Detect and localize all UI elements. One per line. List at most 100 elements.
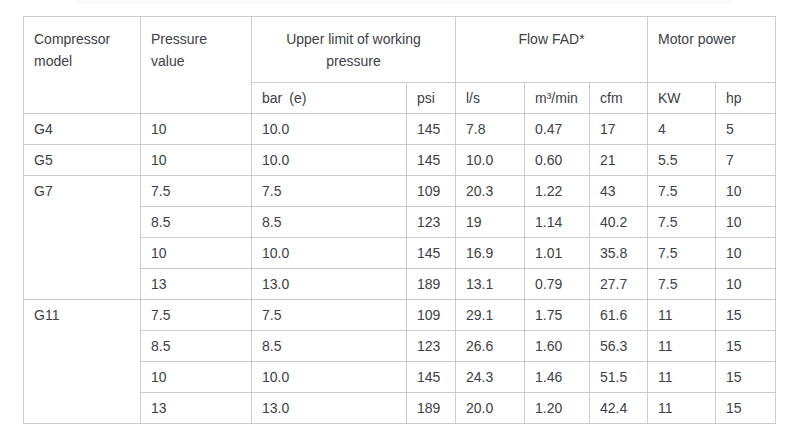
table-row-g7-1: G7 7.5 7.5 109 20.3 1.22 43 7.5 10 (24, 176, 776, 207)
header-pressure-value: Pressure value (141, 17, 252, 114)
cell-psi: 123 (407, 331, 456, 362)
header-psi: psi (407, 83, 456, 114)
cell-bar: 7.5 (252, 300, 407, 331)
header-flow-fad: Flow FAD* (456, 17, 648, 83)
cell-psi: 189 (407, 393, 456, 424)
compressor-spec-table: Compressor model Pressure value Upper li… (23, 16, 776, 424)
cell-hp: 15 (716, 362, 776, 393)
cell-m3min: 1.46 (525, 362, 590, 393)
cell-hp: 10 (716, 207, 776, 238)
cell-pressure: 7.5 (141, 300, 252, 331)
header-compressor-model: Compressor model (24, 17, 141, 114)
cell-psi: 145 (407, 114, 456, 145)
cell-bar: 7.5 (252, 176, 407, 207)
cell-cfm: 56.3 (590, 331, 648, 362)
top-edge-artifact (75, 0, 730, 4)
cell-model: G7 (24, 176, 141, 300)
header-ls: l/s (456, 83, 525, 114)
cell-kw: 11 (648, 300, 716, 331)
cell-cfm: 40.2 (590, 207, 648, 238)
cell-psi: 123 (407, 207, 456, 238)
cell-m3min: 1.22 (525, 176, 590, 207)
cell-bar: 8.5 (252, 331, 407, 362)
cell-ls: 24.3 (456, 362, 525, 393)
cell-psi: 145 (407, 145, 456, 176)
cell-m3min: 0.47 (525, 114, 590, 145)
cell-psi: 109 (407, 176, 456, 207)
cell-hp: 10 (716, 176, 776, 207)
cell-pressure: 7.5 (141, 176, 252, 207)
cell-kw: 7.5 (648, 238, 716, 269)
table-row-g11-1: G11 7.5 7.5 109 29.1 1.75 61.6 11 15 (24, 300, 776, 331)
cell-bar: 10.0 (252, 238, 407, 269)
header-bar-e: bar (e) (252, 83, 407, 114)
cell-ls: 7.8 (456, 114, 525, 145)
cell-kw: 7.5 (648, 207, 716, 238)
cell-psi: 145 (407, 362, 456, 393)
cell-kw: 7.5 (648, 176, 716, 207)
cell-kw: 4 (648, 114, 716, 145)
cell-psi: 109 (407, 300, 456, 331)
cell-kw: 5.5 (648, 145, 716, 176)
cell-model: G5 (24, 145, 141, 176)
cell-m3min: 0.79 (525, 269, 590, 300)
cell-cfm: 17 (590, 114, 648, 145)
cell-pressure: 10 (141, 145, 252, 176)
cell-kw: 11 (648, 393, 716, 424)
cell-kw: 11 (648, 331, 716, 362)
cell-bar: 13.0 (252, 269, 407, 300)
cell-m3min: 0.60 (525, 145, 590, 176)
cell-cfm: 35.8 (590, 238, 648, 269)
cell-bar: 10.0 (252, 145, 407, 176)
cell-pressure: 13 (141, 393, 252, 424)
cell-psi: 189 (407, 269, 456, 300)
table-row-g5: G5 10 10.0 145 10.0 0.60 21 5.5 7 (24, 145, 776, 176)
cell-model: G4 (24, 114, 141, 145)
cell-ls: 29.1 (456, 300, 525, 331)
header-kw: KW (648, 83, 716, 114)
cell-psi: 145 (407, 238, 456, 269)
cell-kw: 7.5 (648, 269, 716, 300)
cell-bar: 8.5 (252, 207, 407, 238)
cell-ls: 13.1 (456, 269, 525, 300)
header-group-row: Compressor model Pressure value Upper li… (24, 17, 776, 83)
cell-ls: 10.0 (456, 145, 525, 176)
cell-ls: 16.9 (456, 238, 525, 269)
cell-hp: 15 (716, 331, 776, 362)
cell-kw: 11 (648, 362, 716, 393)
cell-pressure: 8.5 (141, 331, 252, 362)
header-upper-limit: Upper limit of working pressure (252, 17, 456, 83)
header-motor-power: Motor power (648, 17, 776, 83)
cell-ls: 19 (456, 207, 525, 238)
cell-hp: 10 (716, 238, 776, 269)
cell-cfm: 27.7 (590, 269, 648, 300)
cell-ls: 26.6 (456, 331, 525, 362)
cell-m3min: 1.01 (525, 238, 590, 269)
cell-hp: 15 (716, 393, 776, 424)
header-hp: hp (716, 83, 776, 114)
table-row-g4: G4 10 10.0 145 7.8 0.47 17 4 5 (24, 114, 776, 145)
cell-bar: 10.0 (252, 114, 407, 145)
cell-bar: 13.0 (252, 393, 407, 424)
cell-bar: 10.0 (252, 362, 407, 393)
cell-cfm: 42.4 (590, 393, 648, 424)
cell-cfm: 43 (590, 176, 648, 207)
cell-m3min: 1.20 (525, 393, 590, 424)
cell-cfm: 61.6 (590, 300, 648, 331)
cell-hp: 7 (716, 145, 776, 176)
cell-hp: 5 (716, 114, 776, 145)
cell-ls: 20.3 (456, 176, 525, 207)
cell-pressure: 10 (141, 114, 252, 145)
page: Compressor model Pressure value Upper li… (0, 0, 801, 446)
cell-hp: 10 (716, 269, 776, 300)
cell-m3min: 1.14 (525, 207, 590, 238)
cell-m3min: 1.60 (525, 331, 590, 362)
cell-pressure: 13 (141, 269, 252, 300)
cell-m3min: 1.75 (525, 300, 590, 331)
cell-hp: 15 (716, 300, 776, 331)
cell-model: G11 (24, 300, 141, 424)
cell-pressure: 10 (141, 238, 252, 269)
cell-cfm: 21 (590, 145, 648, 176)
cell-pressure: 8.5 (141, 207, 252, 238)
cell-ls: 20.0 (456, 393, 525, 424)
